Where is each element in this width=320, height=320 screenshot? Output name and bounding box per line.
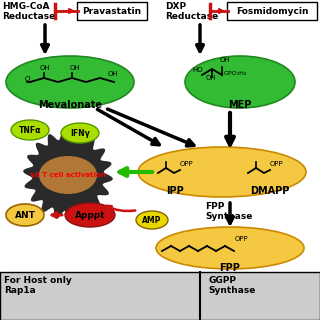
Text: OPO₃H₂: OPO₃H₂ [224, 71, 247, 76]
Text: OH: OH [70, 65, 81, 71]
Text: HMG-CoA
Reductase: HMG-CoA Reductase [2, 2, 55, 21]
Text: OH: OH [108, 71, 119, 77]
Text: Apppt: Apppt [75, 211, 105, 220]
Ellipse shape [65, 203, 115, 227]
Text: DMAPP: DMAPP [250, 186, 290, 196]
Text: OH: OH [220, 57, 231, 63]
Text: FPP: FPP [220, 263, 240, 273]
Ellipse shape [136, 211, 168, 229]
Text: MEP: MEP [228, 100, 252, 110]
Text: Mevalonate: Mevalonate [38, 100, 102, 110]
Text: FPP
Synthase: FPP Synthase [205, 202, 252, 221]
Text: γδ T cell activation: γδ T cell activation [30, 172, 106, 178]
Ellipse shape [138, 147, 306, 197]
Text: OPP: OPP [235, 236, 249, 242]
Ellipse shape [11, 120, 49, 140]
Text: ANT: ANT [15, 211, 36, 220]
Ellipse shape [6, 204, 44, 226]
Ellipse shape [156, 227, 304, 269]
Text: O: O [25, 76, 30, 82]
Bar [0, 272, 320, 320]
Text: IFNγ: IFNγ [70, 129, 90, 138]
FancyBboxPatch shape [227, 2, 317, 20]
Text: Fosmidomycin: Fosmidomycin [236, 6, 308, 15]
Text: IPP: IPP [166, 186, 184, 196]
Ellipse shape [6, 56, 134, 108]
Ellipse shape [185, 56, 295, 108]
Ellipse shape [39, 156, 97, 194]
Text: HO: HO [192, 67, 203, 73]
Ellipse shape [61, 123, 99, 143]
Text: AMP: AMP [142, 215, 162, 225]
Polygon shape [23, 130, 113, 220]
FancyBboxPatch shape [77, 2, 147, 20]
Text: DXP
Reductase: DXP Reductase [165, 2, 218, 21]
Text: OPP: OPP [270, 161, 284, 167]
Text: TNFα: TNFα [19, 125, 41, 134]
Text: OPP: OPP [180, 161, 194, 167]
Text: GGPP
Synthase: GGPP Synthase [208, 276, 255, 295]
Text: For Host only
Rap1a: For Host only Rap1a [4, 276, 72, 295]
Text: OH: OH [40, 65, 51, 71]
Text: Pravastatin: Pravastatin [83, 6, 141, 15]
Text: OH: OH [206, 75, 217, 81]
